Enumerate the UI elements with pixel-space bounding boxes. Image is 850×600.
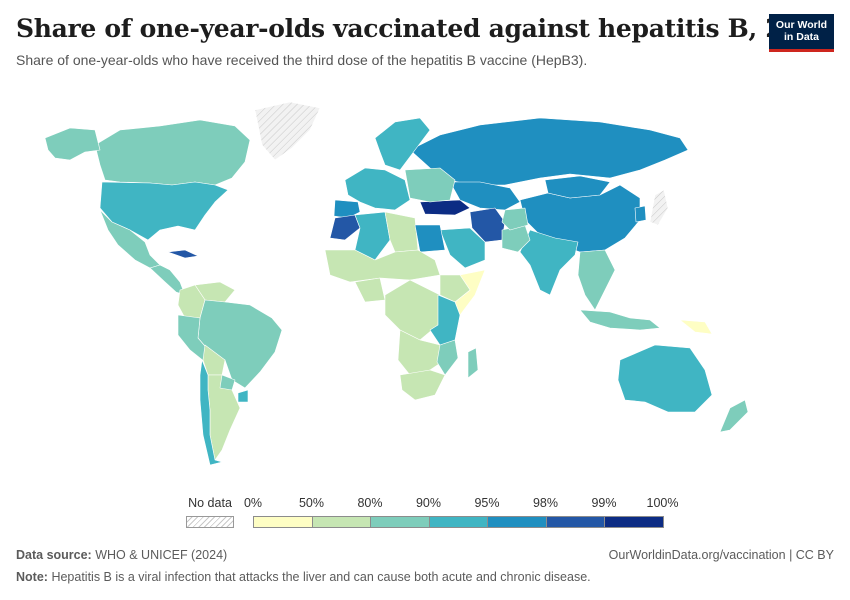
- region-japan[interactable]: [649, 189, 669, 226]
- note-label: Note:: [16, 570, 48, 584]
- region-paraguay[interactable]: [219, 374, 236, 391]
- legend-swatch-2[interactable]: [370, 516, 430, 528]
- region-mongolia[interactable]: [544, 175, 611, 199]
- region-morocco[interactable]: [329, 214, 361, 241]
- region-central-africa[interactable]: [384, 279, 441, 341]
- region-mozambique[interactable]: [436, 339, 459, 376]
- region-eastern-europe[interactable]: [404, 167, 456, 203]
- region-libya[interactable]: [384, 211, 419, 253]
- legend-tick-6: 99%: [591, 496, 617, 510]
- region-papua-new-guinea[interactable]: [679, 319, 713, 335]
- region-egypt[interactable]: [414, 224, 446, 253]
- owid-logo[interactable]: Our World in Data: [769, 14, 834, 52]
- legend-nodata-label: No data: [188, 496, 232, 510]
- region-southeast-asia[interactable]: [577, 249, 616, 311]
- region-india[interactable]: [519, 229, 579, 296]
- note-text: Hepatitis B is a viral infection that at…: [51, 570, 591, 584]
- source-url[interactable]: OurWorldinData.org/vaccination | CC BY: [608, 548, 834, 562]
- region-kazakhstan[interactable]: [449, 181, 521, 211]
- region-sahel[interactable]: [324, 249, 441, 283]
- region-greenland[interactable]: [254, 101, 321, 161]
- legend-tick-3: 90%: [415, 496, 442, 510]
- legend-swatch-6[interactable]: [604, 516, 664, 528]
- region-western-europe[interactable]: [344, 167, 411, 211]
- legend-swatch-3[interactable]: [428, 516, 488, 528]
- legend-swatch-4[interactable]: [487, 516, 547, 528]
- logo-line-1: Our World: [775, 19, 828, 31]
- region-saudi-arabia[interactable]: [439, 227, 486, 269]
- chart-title: Share of one-year-olds vaccinated agains…: [16, 14, 834, 43]
- region-south-africa[interactable]: [399, 369, 446, 401]
- region-afghanistan[interactable]: [501, 207, 529, 231]
- legend-tick-5: 98%: [532, 496, 559, 510]
- region-korea[interactable]: [634, 205, 647, 223]
- logo-line-2: in Data: [783, 31, 819, 43]
- legend-tick-7: 100%: [646, 496, 679, 510]
- legend-tick-2: 80%: [357, 496, 383, 510]
- region-uruguay[interactable]: [237, 389, 249, 403]
- region-turkey[interactable]: [419, 199, 471, 216]
- legend-nodata-swatch: [186, 516, 234, 528]
- source-label: Data source:: [16, 548, 92, 562]
- legend-tick-1: 50%: [298, 496, 325, 510]
- region-southern-africa[interactable]: [397, 329, 446, 376]
- region-scandinavia[interactable]: [374, 117, 431, 171]
- region-russia[interactable]: [409, 117, 689, 186]
- region-nigeria[interactable]: [354, 277, 386, 303]
- region-chile[interactable]: [199, 359, 223, 466]
- legend-swatch-1[interactable]: [311, 516, 371, 528]
- region-ethiopia[interactable]: [439, 274, 471, 303]
- source-text[interactable]: WHO & UNICEF (2024): [95, 548, 228, 562]
- region-australia[interactable]: [617, 344, 713, 413]
- legend-tick-0: 0%: [243, 496, 263, 510]
- legend-swatch-5[interactable]: [545, 516, 605, 528]
- color-legend: No data 0% 50% 80% 90% 95% 98% 99% 100%: [0, 496, 850, 536]
- region-alaska[interactable]: [44, 127, 101, 161]
- chart-subtitle: Share of one-year-olds who have received…: [16, 52, 588, 68]
- region-madagascar[interactable]: [467, 347, 479, 379]
- legend-swatch-0[interactable]: [253, 516, 313, 528]
- region-cuba[interactable]: [167, 249, 199, 259]
- data-source: Data source: WHO & UNICEF (2024): [16, 548, 227, 562]
- region-canada[interactable]: [94, 119, 251, 186]
- region-central-america[interactable]: [149, 264, 186, 296]
- region-new-zealand[interactable]: [719, 399, 749, 433]
- world-map[interactable]: [0, 90, 850, 480]
- legend-tick-4: 95%: [474, 496, 500, 510]
- chart-note: Note: Hepatitis B is a viral infection t…: [16, 570, 591, 584]
- region-indonesia[interactable]: [579, 309, 661, 331]
